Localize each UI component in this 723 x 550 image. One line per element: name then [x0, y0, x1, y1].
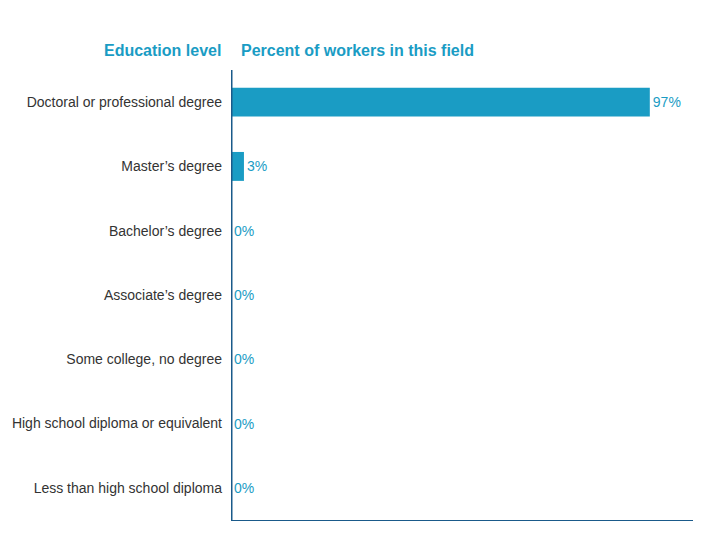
svg-text:Associate’s degree: Associate’s degree [104, 287, 222, 303]
svg-text:Master’s degree: Master’s degree [121, 158, 222, 174]
svg-text:Less than high school diploma: Less than high school diploma [34, 480, 223, 496]
svg-text:0%: 0% [234, 223, 254, 239]
svg-text:Percent of workers in this fie: Percent of workers in this field [241, 42, 474, 59]
svg-text:97%: 97% [653, 94, 681, 110]
svg-text:0%: 0% [234, 287, 254, 303]
svg-text:0%: 0% [234, 416, 254, 432]
svg-text:Education level: Education level [104, 42, 221, 59]
svg-text:Bachelor’s degree: Bachelor’s degree [109, 223, 222, 239]
svg-text:Doctoral or professional degre: Doctoral or professional degree [27, 94, 223, 110]
svg-text:0%: 0% [234, 480, 254, 496]
svg-text:3%: 3% [247, 158, 267, 174]
svg-text:0%: 0% [234, 351, 254, 367]
svg-text:Some college, no degree: Some college, no degree [66, 351, 222, 367]
svg-text:High school diploma or equival: High school diploma or equivalent [12, 415, 222, 431]
